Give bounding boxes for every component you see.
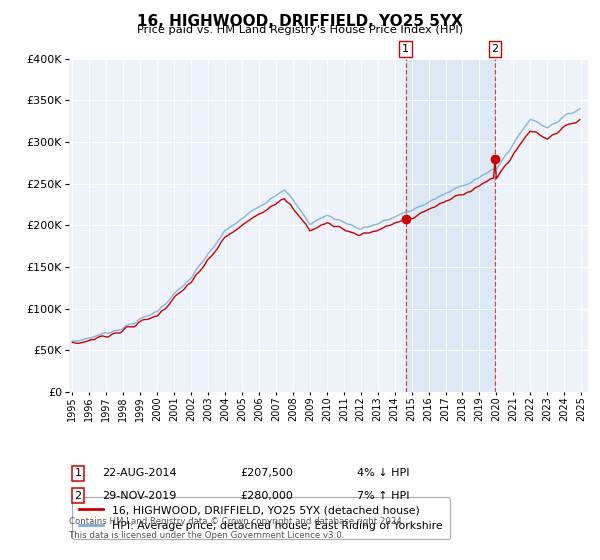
Text: 29-NOV-2019: 29-NOV-2019 [102,491,176,501]
Bar [406,59,495,392]
Text: This data is licensed under the Open Government Licence v3.0.: This data is licensed under the Open Gov… [69,531,344,540]
Text: 1: 1 [402,44,409,54]
Text: 16, HIGHWOOD, DRIFFIELD, YO25 5YX: 16, HIGHWOOD, DRIFFIELD, YO25 5YX [137,14,463,29]
Text: 1: 1 [74,468,82,478]
Text: 7% ↑ HPI: 7% ↑ HPI [357,491,409,501]
Text: Contains HM Land Registry data © Crown copyright and database right 2024.: Contains HM Land Registry data © Crown c… [69,517,404,526]
Text: Price paid vs. HM Land Registry's House Price Index (HPI): Price paid vs. HM Land Registry's House … [137,25,463,35]
Text: 22-AUG-2014: 22-AUG-2014 [102,468,176,478]
Text: 2: 2 [74,491,82,501]
Text: 4% ↓ HPI: 4% ↓ HPI [357,468,409,478]
Text: 2: 2 [491,44,499,54]
Text: £280,000: £280,000 [240,491,293,501]
Text: £207,500: £207,500 [240,468,293,478]
Legend: 16, HIGHWOOD, DRIFFIELD, YO25 5YX (detached house), HPI: Average price, detached: 16, HIGHWOOD, DRIFFIELD, YO25 5YX (detac… [72,497,450,539]
